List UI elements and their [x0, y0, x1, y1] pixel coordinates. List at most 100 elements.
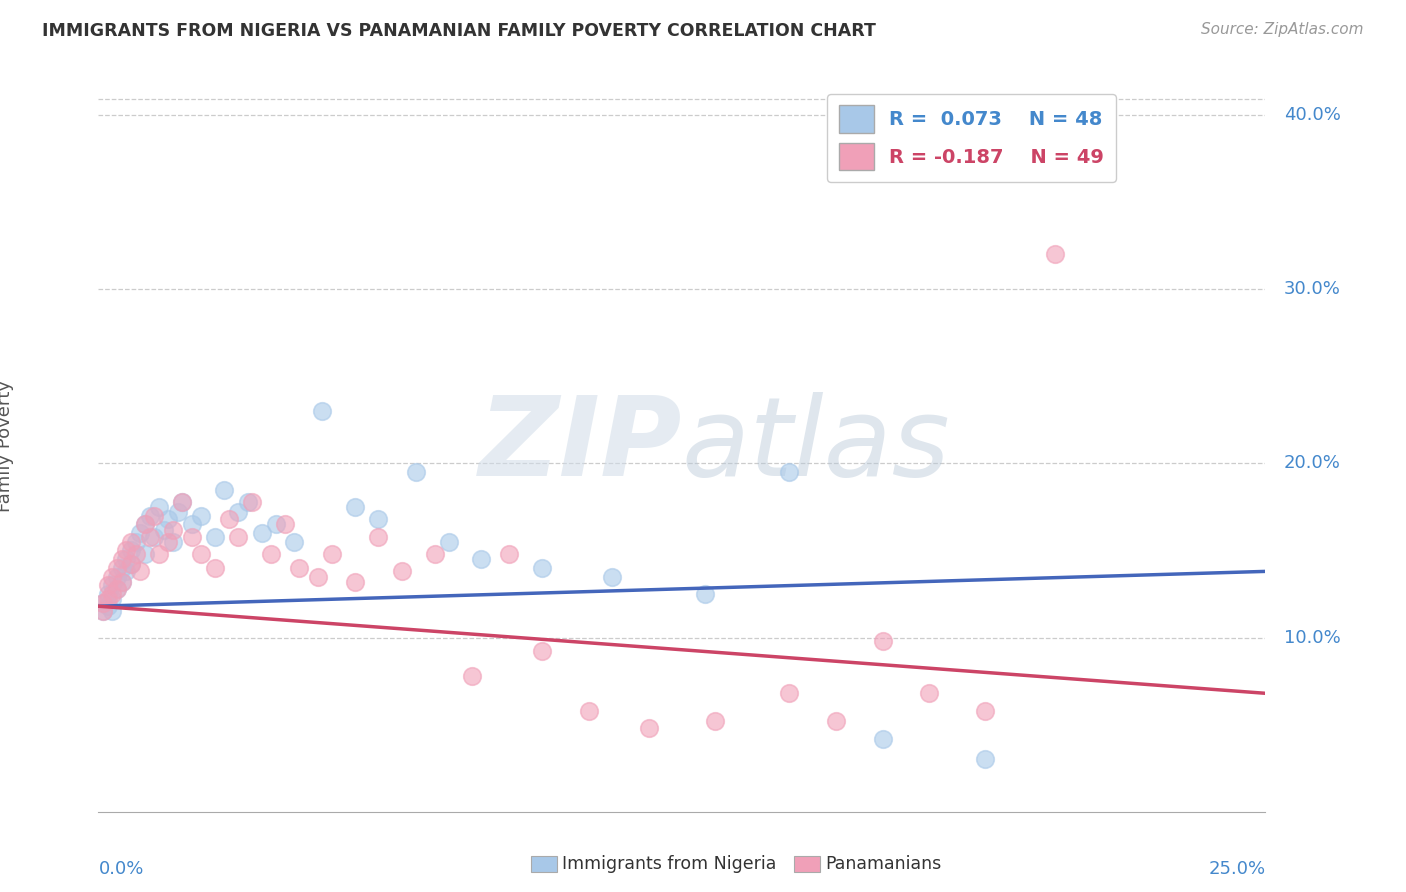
Point — [101, 587, 124, 601]
Point — [498, 547, 520, 561]
Point — [530, 561, 553, 575]
Text: ZIP: ZIP — [478, 392, 682, 500]
Point — [172, 494, 194, 508]
Point — [638, 721, 661, 735]
Point — [321, 547, 343, 561]
Point — [283, 534, 305, 549]
Point — [157, 512, 180, 526]
Point — [152, 523, 174, 537]
Point — [872, 634, 894, 648]
Point — [204, 530, 226, 544]
Point — [228, 530, 250, 544]
Point — [872, 731, 894, 746]
Point — [307, 569, 329, 583]
Point — [120, 534, 142, 549]
Point — [91, 604, 114, 618]
Text: 40.0%: 40.0% — [1284, 106, 1341, 124]
Point — [111, 561, 134, 575]
Point — [125, 534, 148, 549]
Point — [139, 530, 162, 544]
Point — [578, 704, 600, 718]
Point — [105, 582, 128, 596]
Text: 10.0%: 10.0% — [1284, 629, 1341, 647]
Point — [250, 526, 273, 541]
Point — [600, 569, 623, 583]
Point — [115, 552, 138, 566]
Point — [344, 574, 367, 589]
Point — [204, 561, 226, 575]
Point — [101, 569, 124, 583]
Point — [180, 517, 202, 532]
Point — [97, 592, 120, 607]
Text: Family Poverty: Family Poverty — [0, 380, 14, 512]
Text: 30.0%: 30.0% — [1284, 280, 1341, 298]
Point — [91, 596, 114, 610]
Point — [120, 558, 142, 572]
Point — [260, 547, 283, 561]
Point — [101, 604, 124, 618]
Text: Immigrants from Nigeria: Immigrants from Nigeria — [562, 855, 776, 873]
Point — [190, 508, 212, 523]
Point — [974, 752, 997, 766]
Point — [461, 669, 484, 683]
Point — [91, 596, 114, 610]
Point — [162, 523, 184, 537]
Point — [311, 404, 333, 418]
Point — [288, 561, 311, 575]
Point — [530, 644, 553, 658]
Point — [918, 686, 941, 700]
Text: Panamanians: Panamanians — [825, 855, 942, 873]
Text: Source: ZipAtlas.com: Source: ZipAtlas.com — [1201, 22, 1364, 37]
Point — [111, 574, 134, 589]
Point — [166, 505, 188, 519]
Point — [190, 547, 212, 561]
Point — [274, 517, 297, 532]
Point — [111, 574, 134, 589]
Point — [120, 558, 142, 572]
Point — [437, 534, 460, 549]
Point — [703, 714, 725, 728]
Point — [157, 534, 180, 549]
Text: 25.0%: 25.0% — [1208, 861, 1265, 879]
Text: atlas: atlas — [682, 392, 950, 500]
Point — [242, 494, 264, 508]
Point — [180, 530, 202, 544]
Point — [367, 530, 389, 544]
Point — [162, 534, 184, 549]
Point — [825, 714, 848, 728]
Text: 0.0%: 0.0% — [98, 861, 143, 879]
Point — [105, 569, 128, 583]
Point — [134, 517, 156, 532]
Point — [423, 547, 446, 561]
Point — [129, 526, 152, 541]
Point — [125, 547, 148, 561]
Point — [214, 483, 236, 497]
Point — [97, 599, 120, 614]
Point — [405, 465, 427, 479]
Point — [218, 512, 240, 526]
Point — [264, 517, 287, 532]
Point — [228, 505, 250, 519]
Point — [236, 494, 259, 508]
Point — [120, 543, 142, 558]
Point — [101, 578, 124, 592]
Point — [101, 592, 124, 607]
Point — [148, 547, 170, 561]
Text: IMMIGRANTS FROM NIGERIA VS PANAMANIAN FAMILY POVERTY CORRELATION CHART: IMMIGRANTS FROM NIGERIA VS PANAMANIAN FA… — [42, 22, 876, 40]
Point — [1045, 247, 1067, 261]
Point — [105, 561, 128, 575]
Point — [778, 686, 800, 700]
Point — [115, 543, 138, 558]
Point — [129, 565, 152, 579]
Point — [115, 565, 138, 579]
Point — [695, 587, 717, 601]
Point — [91, 604, 114, 618]
Point — [111, 552, 134, 566]
Point — [143, 530, 166, 544]
Point — [97, 578, 120, 592]
Point — [143, 508, 166, 523]
Point — [105, 582, 128, 596]
Point — [974, 704, 997, 718]
Point — [470, 552, 492, 566]
Point — [367, 512, 389, 526]
